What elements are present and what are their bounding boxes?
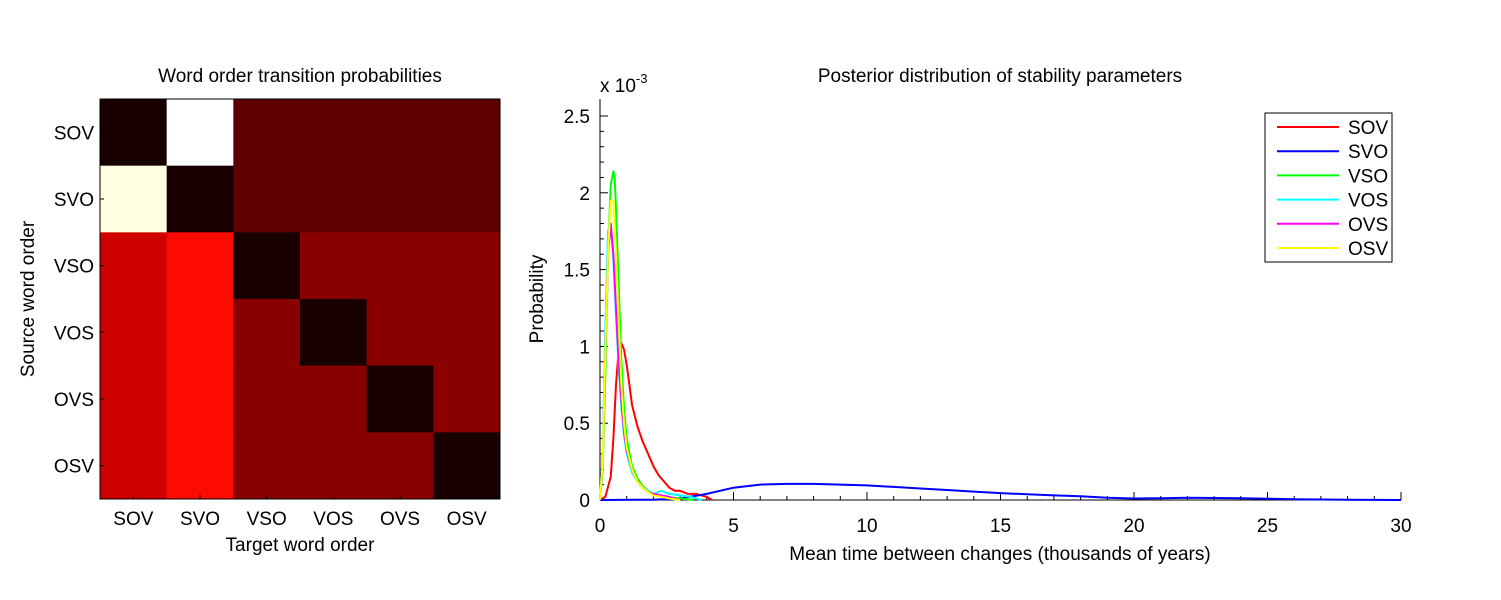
y-scale-base: x 10 [600,76,636,97]
x-tick-label: 25 [1257,516,1278,537]
series-line-svo [599,482,1402,501]
legend-entries: SOV SVO VSO VOS OVS OSV [1277,118,1388,260]
heatmap-title: Word order transition probabilities [158,66,442,87]
line-ylabel: Probability [527,254,548,343]
heatmap-panel: Word order transition probabilities SOVS… [18,66,501,556]
y-scale-label: x 10-3 [600,71,647,97]
legend-label-vos: VOS [1348,191,1388,212]
legend-label-vso: VSO [1348,166,1388,187]
y-tick-label: 1.5 [564,261,590,282]
heatmap-cell-osv-vos [300,432,368,500]
y-scale-exponent: -3 [636,71,648,86]
heatmap-cell-vso-ovs [366,232,434,300]
heatmap-cell-vos-ovs [366,299,434,367]
legend: SOV SVO VSO VOS OVS OSV [1264,112,1393,263]
x-tick-label: 5 [728,516,739,537]
heatmap-ylabel: Source word order [18,220,39,377]
col-label-sov: SOV [113,509,153,530]
legend-label-svo: SVO [1348,142,1388,163]
x-ticks: 0 5 10 15 20 25 30 [595,492,1412,537]
heatmap-cell-ovs-sov [100,365,168,433]
x-tick-label: 30 [1390,516,1411,537]
heatmap-cell-sov-vso [233,99,301,167]
heatmap-cell-sov-vos [300,99,368,167]
heatmap-cell-sov-osv [433,99,501,167]
heatmap-cell-svo-vos [300,165,368,233]
heatmap-cell-ovs-vos [300,365,368,433]
row-label-vso: VSO [54,257,94,278]
x-tick-label: 10 [856,516,877,537]
heatmap-cell-ovs-svo [166,365,234,433]
row-label-vos: VOS [54,323,94,344]
row-label-ovs: OVS [54,390,94,411]
heatmap-cell-ovs-vso [233,365,301,433]
col-label-ovs: OVS [380,509,420,530]
legend-label-ovs: OVS [1348,215,1388,236]
series-line-osv [599,199,681,501]
heatmap-cell-svo-sov [100,165,168,233]
heatmap-cell-sov-sov [100,99,168,167]
y-tick-label: 0 [579,491,590,512]
x-tick-label: 0 [595,516,606,537]
heatmap-cell-svo-vso [233,165,301,233]
heatmap-row-labels: SOV SVO VSO VOS OVS OSV [54,123,104,478]
x-tick-label: 15 [990,516,1011,537]
y-ticks: 0 0.5 1 1.5 2 2.5 [564,107,608,512]
heatmap-cell-vos-sov [100,299,168,367]
heatmap-cell-sov-ovs [366,99,434,167]
heatmap-cell-vos-svo [166,299,234,367]
line-panel: Posterior distribution of stability para… [527,66,1412,565]
heatmap-cell-svo-ovs [366,165,434,233]
col-label-osv: OSV [447,509,487,530]
x-tick-label: 20 [1123,516,1144,537]
series-line-sov [599,342,713,501]
line-title: Posterior distribution of stability para… [818,66,1182,87]
heatmap-cell-osv-vso [233,432,301,500]
heatmap-cell-ovs-ovs [366,365,434,433]
heatmap-cell-sov-svo [166,99,234,167]
line-xlabel: Mean time between changes (thousands of … [789,544,1210,565]
heatmap-cell-svo-svo [166,165,234,233]
heatmap-cell-vso-sov [100,232,168,300]
legend-label-sov: SOV [1348,118,1388,139]
heatmap-cell-osv-svo [166,432,234,500]
heatmap-cell-ovs-osv [433,365,501,433]
col-label-svo: SVO [180,509,220,530]
heatmap-col-labels: SOV SVO VSO VOS OVS OSV [113,495,487,530]
row-label-sov: SOV [54,123,94,144]
y-tick-label: 2 [579,184,590,205]
heatmap-cell-svo-osv [433,165,501,233]
heatmap-cell-osv-osv [433,432,501,500]
heatmap-cell-osv-sov [100,432,168,500]
col-label-vso: VSO [247,509,287,530]
col-label-vos: VOS [313,509,353,530]
y-tick-label: 2.5 [564,107,590,128]
row-label-svo: SVO [54,190,94,211]
heatmap-cell-osv-ovs [366,432,434,500]
heatmap-cell-vso-osv [433,232,501,300]
legend-label-osv: OSV [1348,239,1388,260]
heatmap-cell-vso-vos [300,232,368,300]
heatmap-cell-vos-vso [233,299,301,367]
heatmap-frame [99,98,501,500]
heatmap-cells [100,99,501,500]
heatmap-cell-vso-svo [166,232,234,300]
row-label-osv: OSV [54,457,94,478]
y-tick-label: 0.5 [564,414,590,435]
heatmap-cell-vos-osv [433,299,501,367]
heatmap-cell-vos-vos [300,299,368,367]
series-lines [599,170,1402,501]
heatmap-xlabel: Target word order [226,535,376,556]
y-tick-label: 1 [579,337,590,358]
legend-box [1264,112,1393,263]
heatmap-cell-vso-vso [233,232,301,300]
